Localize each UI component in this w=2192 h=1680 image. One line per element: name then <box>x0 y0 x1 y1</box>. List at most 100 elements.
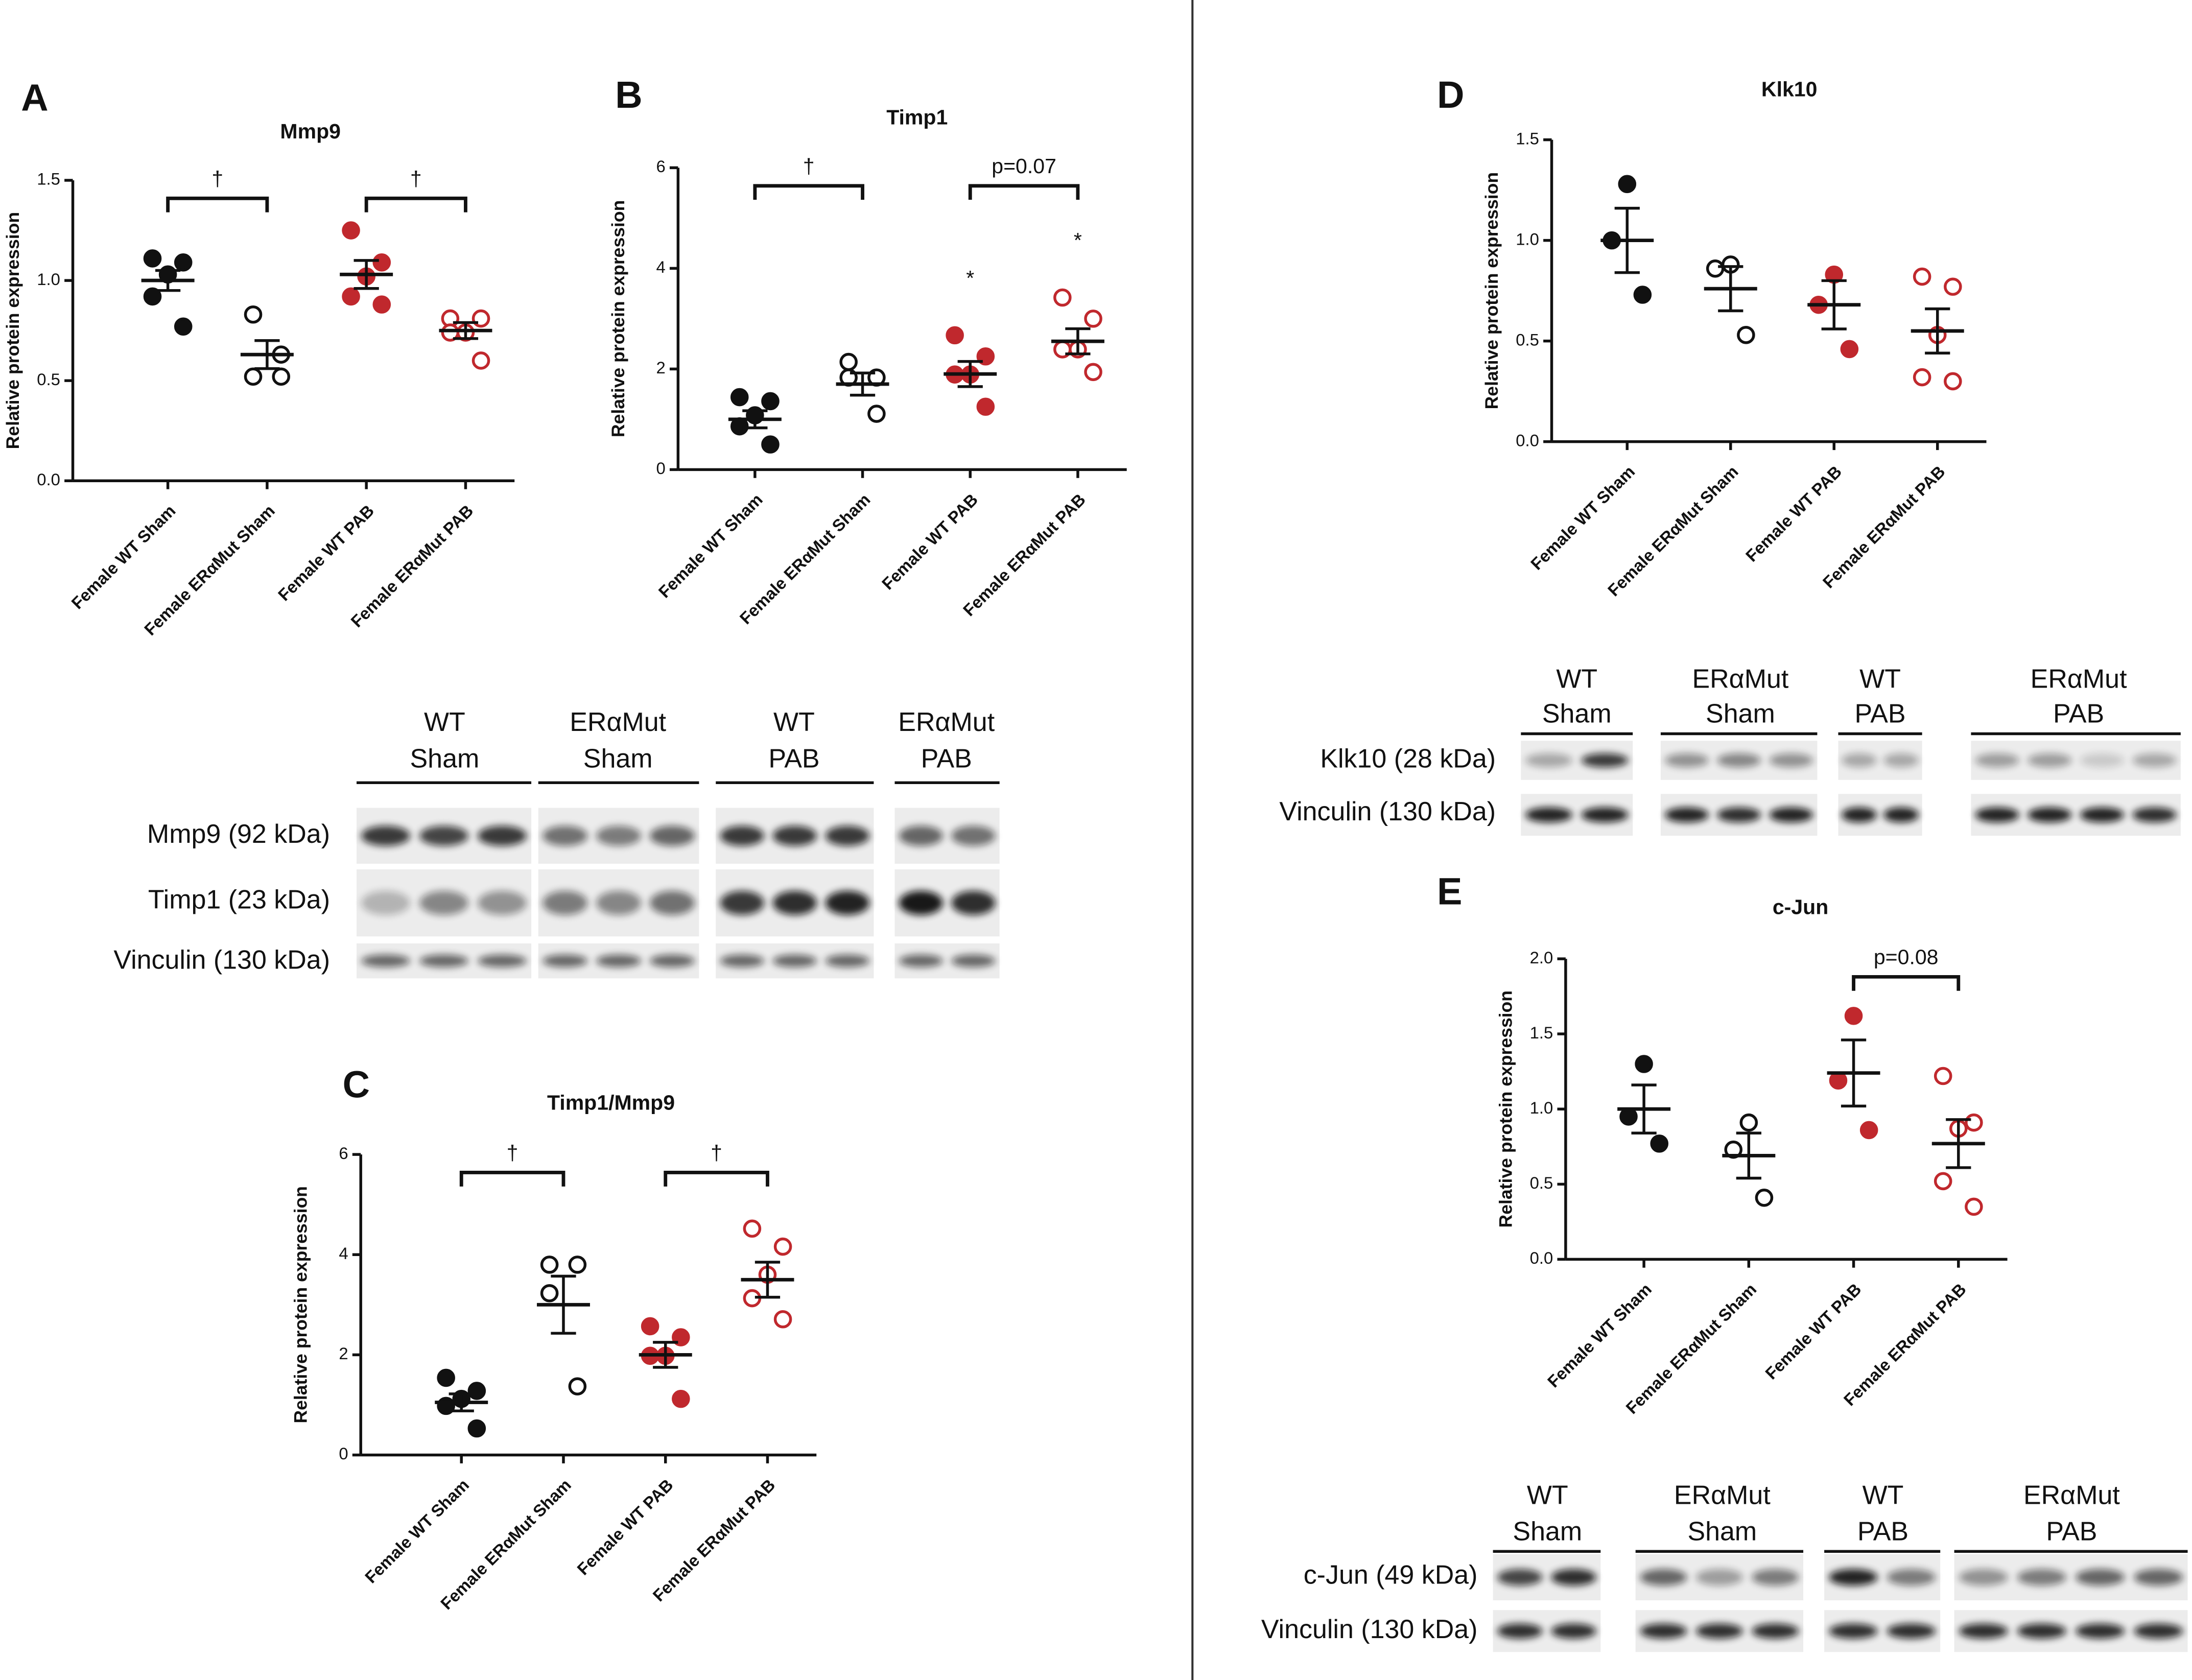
data-point <box>946 326 964 345</box>
blot-band <box>1497 1623 1543 1639</box>
y-tick-label: 1.0 <box>1516 229 1539 248</box>
blot-band <box>419 954 468 967</box>
lane-group-label: WT <box>1527 1480 1568 1510</box>
lane-group-label: PAB <box>2053 699 2104 729</box>
data-point <box>773 1310 792 1329</box>
data-point <box>1965 1113 1983 1132</box>
data-point <box>143 287 162 306</box>
lane-group-label: ERαMut <box>898 707 995 737</box>
data-point <box>1650 1134 1669 1153</box>
blot-band <box>951 825 996 846</box>
blot-band <box>2076 1569 2125 1586</box>
y-tick-label: 0.0 <box>1516 431 1539 449</box>
panel-letter: C <box>343 1063 370 1105</box>
blot-band <box>1640 1569 1687 1586</box>
bracket-label: p=0.07 <box>992 154 1056 178</box>
blot-band <box>772 890 817 915</box>
data-point <box>1635 1055 1653 1073</box>
blot-band <box>825 954 870 967</box>
bracket-label: † <box>711 1141 722 1165</box>
y-tick-label: 6 <box>656 157 665 176</box>
blot-band <box>1829 1623 1878 1639</box>
data-point <box>1934 1172 1952 1191</box>
blot-band <box>2132 753 2177 768</box>
blot-band <box>361 825 410 846</box>
blot-band <box>899 825 943 846</box>
data-point <box>174 253 193 272</box>
y-tick-label: 1.5 <box>1530 1023 1553 1042</box>
data-point <box>441 323 460 342</box>
blot-band <box>1525 807 1573 823</box>
data-point <box>1619 1107 1638 1126</box>
blot-band <box>899 954 943 967</box>
bracket-label: p=0.08 <box>1874 945 1939 969</box>
y-axis-label: Relative protein expression <box>608 200 628 437</box>
significance-bracket <box>1852 975 1961 991</box>
y-tick-label: 0 <box>656 459 665 478</box>
blot-band <box>596 954 642 967</box>
lane-group-label: PAB <box>2046 1517 2097 1546</box>
lane-group-label: PAB <box>768 744 819 773</box>
data-point <box>272 367 291 386</box>
panel-letter: B <box>615 74 642 116</box>
blot-band <box>1959 1623 2008 1639</box>
blot-band <box>1752 1623 1799 1639</box>
chart-title: Timp1/Mmp9 <box>547 1091 675 1114</box>
data-point <box>867 405 886 423</box>
lane-group-label: Sham <box>1687 1517 1757 1546</box>
data-point <box>244 305 263 324</box>
blot-band <box>2134 1569 2183 1586</box>
data-point <box>244 367 263 386</box>
lane-group-label: WT <box>1863 1480 1904 1510</box>
data-point <box>1829 1071 1848 1090</box>
data-point <box>342 221 360 240</box>
lane-group-label: ERαMut <box>1674 1480 1771 1510</box>
lane-group-label: ERαMut <box>2031 664 2127 694</box>
blot-band <box>2076 1623 2125 1639</box>
blot-band <box>478 890 527 915</box>
data-point <box>1944 372 1962 391</box>
y-tick-label: 2 <box>656 358 665 377</box>
data-point <box>568 1377 587 1395</box>
blot-band <box>1769 753 1813 768</box>
data-point <box>472 351 490 370</box>
blot-band <box>419 825 468 846</box>
blot-band <box>478 954 527 967</box>
y-tick-label: 1.0 <box>37 270 60 289</box>
y-tick-label: 4 <box>656 257 665 276</box>
y-axis-label: Relative protein expression <box>1481 172 1502 409</box>
blot-band <box>720 825 765 846</box>
y-tick-label: 0.0 <box>37 470 60 489</box>
chart-title: Timp1 <box>886 105 948 129</box>
data-point <box>976 397 995 416</box>
blot-band <box>1887 1569 1936 1586</box>
y-tick-label: 2 <box>339 1344 348 1363</box>
lane-group-label: WT <box>1556 664 1597 694</box>
y-tick-label: 2.0 <box>1530 948 1553 967</box>
blot-band <box>2017 1569 2066 1586</box>
significance-bracket <box>664 1171 769 1187</box>
blot-band <box>649 825 695 846</box>
blot-band <box>720 890 765 915</box>
blot-band <box>1752 1569 1799 1586</box>
y-tick-label: 0.5 <box>1530 1173 1553 1192</box>
data-point <box>342 287 360 306</box>
y-tick-label: 1.0 <box>1530 1098 1553 1117</box>
lane-group-label: WT <box>773 707 815 737</box>
lane-group-label: Sham <box>1542 699 1612 729</box>
blot-band <box>899 890 943 915</box>
data-point <box>761 435 780 454</box>
blot-band <box>1640 1623 1687 1639</box>
data-point <box>540 1256 559 1274</box>
blot-band <box>1975 753 2019 768</box>
bracket-label: † <box>803 154 815 178</box>
blot-band <box>1581 753 1629 768</box>
data-point <box>568 1256 587 1274</box>
significance-bracket <box>364 196 467 212</box>
data-point <box>1739 1113 1758 1132</box>
blot-row-label: Mmp9 (92 kDa) <box>147 819 330 849</box>
blot-band <box>543 954 588 967</box>
panel-letter: D <box>1437 74 1464 116</box>
blot-band <box>649 890 695 915</box>
lane-group-label: Sham <box>583 744 653 773</box>
